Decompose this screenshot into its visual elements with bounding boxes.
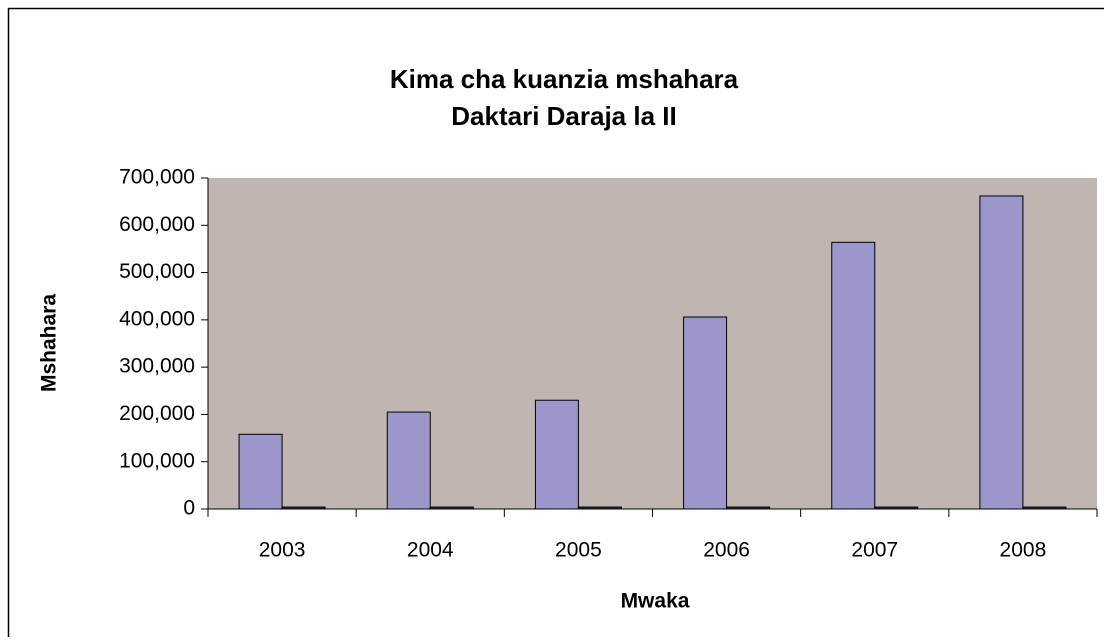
y-tick-label: 400,000 <box>119 307 195 330</box>
bar <box>684 317 727 509</box>
y-tick-label: 700,000 <box>119 166 195 189</box>
bar <box>832 242 875 509</box>
bar <box>980 196 1023 509</box>
x-tick-label: 2004 <box>407 539 454 562</box>
bar <box>239 434 282 509</box>
y-tick-label: 0 <box>183 497 195 520</box>
y-tick-label: 600,000 <box>119 213 195 236</box>
x-tick-label: 2003 <box>259 539 306 562</box>
chart-title: Kima cha kuanzia mshahara <box>390 64 739 94</box>
x-axis-label: Mwaka <box>621 590 690 613</box>
x-tick-label: 2007 <box>851 539 898 562</box>
chart-title: Daktari Daraja la II <box>451 101 676 131</box>
y-tick-label: 100,000 <box>119 449 195 472</box>
y-tick-label: 200,000 <box>119 402 195 425</box>
bar <box>387 412 430 509</box>
x-tick-label: 2006 <box>703 539 750 562</box>
y-tick-label: 300,000 <box>119 355 195 378</box>
y-tick-label: 500,000 <box>119 260 195 283</box>
x-tick-label: 2008 <box>1000 539 1047 562</box>
y-axis-label: Mshahara <box>38 294 61 392</box>
bar <box>535 400 578 509</box>
plot-area <box>208 178 1097 509</box>
x-tick-label: 2005 <box>555 539 602 562</box>
